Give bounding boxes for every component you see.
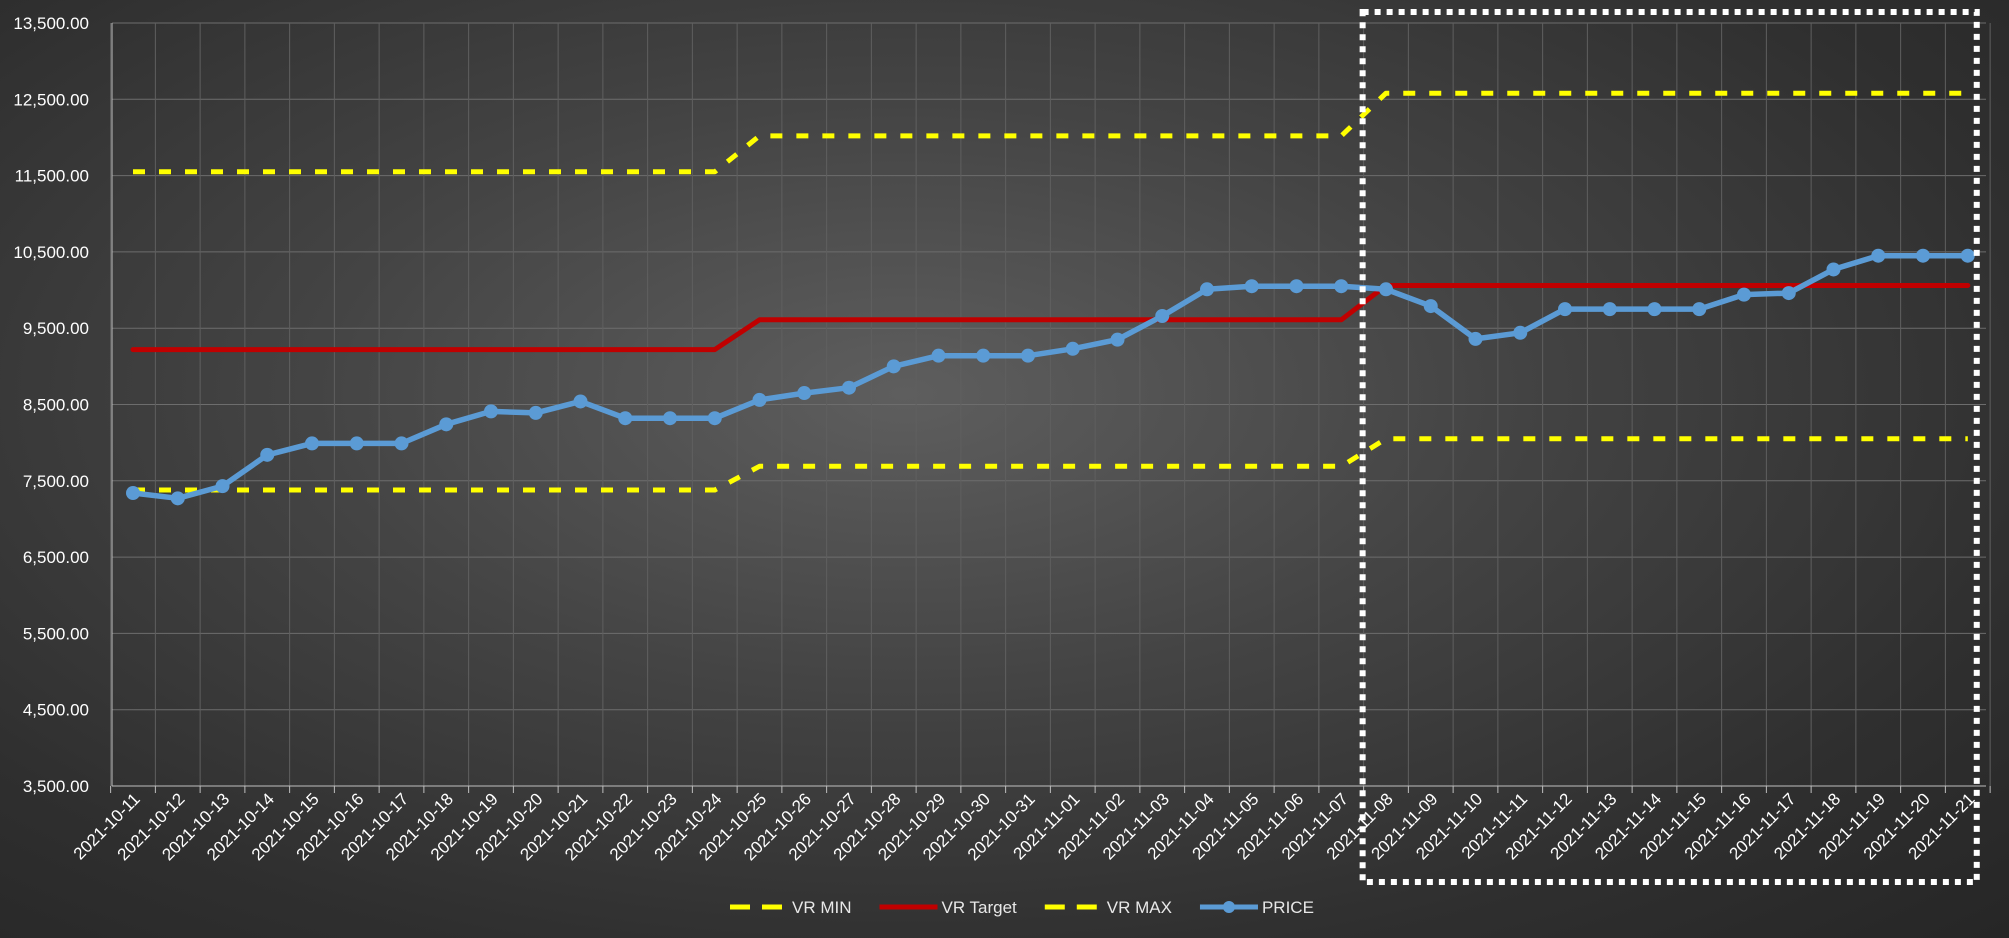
data-point-price <box>305 436 319 451</box>
legend-label-vr-min: VR MIN <box>792 898 852 917</box>
data-point-price <box>707 411 722 426</box>
data-point-price <box>126 486 140 501</box>
y-tick-label: 8,500.00 <box>23 396 89 415</box>
data-point-price <box>1960 248 1975 263</box>
highlight-box <box>1359 9 1980 885</box>
legend-marker-price <box>1222 901 1235 913</box>
series-lines <box>126 90 1975 506</box>
legend-label-vr-target: VR Target <box>942 898 1018 917</box>
data-point-price <box>1244 279 1259 294</box>
data-point-price <box>931 348 946 363</box>
y-tick-label: 5,500.00 <box>23 624 89 643</box>
data-point-price <box>663 411 677 426</box>
data-point-price <box>1468 331 1483 346</box>
highlight-box-layer <box>1359 9 1980 885</box>
data-point-price <box>1513 325 1528 340</box>
y-tick-label: 10,500.00 <box>13 243 89 262</box>
data-point-price <box>976 348 991 363</box>
y-tick-label: 7,500.00 <box>23 472 89 491</box>
data-point-price <box>1781 286 1796 301</box>
y-tick-label: 6,500.00 <box>23 548 89 567</box>
data-point-price <box>1558 302 1572 317</box>
series-line-vr-min <box>133 436 1968 493</box>
data-point-price <box>1692 302 1707 317</box>
data-point-price <box>1647 302 1662 317</box>
gridlines <box>110 22 1991 786</box>
data-point-price <box>886 359 901 374</box>
series-line-price <box>130 252 1971 502</box>
data-point-price <box>1200 282 1214 297</box>
data-point-price <box>1871 248 1886 263</box>
data-point-price <box>1916 248 1930 263</box>
data-point-price <box>1021 348 1035 363</box>
legend-label-price: PRICE <box>1262 898 1314 917</box>
y-tick-label: 4,500.00 <box>23 701 89 720</box>
y-tick-label: 11,500.00 <box>15 167 89 186</box>
data-point-price <box>618 411 633 426</box>
data-point-price <box>349 436 364 451</box>
y-tick-label: 3,500.00 <box>23 777 89 796</box>
y-tick-label: 9,500.00 <box>23 319 89 338</box>
data-point-price <box>439 417 454 432</box>
data-point-price <box>215 479 230 494</box>
y-tick-label: 12,500.00 <box>13 90 89 109</box>
data-point-price <box>1110 332 1125 347</box>
data-point-price <box>1065 341 1080 356</box>
data-point-price <box>260 447 275 462</box>
data-point-price <box>573 394 588 409</box>
legend-label-vr-max: VR MAX <box>1107 898 1172 917</box>
data-point-price <box>528 405 543 420</box>
y-tick-label: 13,500.00 <box>13 14 89 33</box>
data-point-price <box>1737 287 1751 302</box>
data-point-price <box>1602 302 1617 317</box>
legend: VR MIN VR Target VR MAX PRICE <box>730 898 1314 917</box>
data-point-price <box>1379 282 1393 297</box>
data-point-price <box>797 386 812 401</box>
data-point-price <box>484 404 498 419</box>
data-point-price <box>1289 279 1304 294</box>
data-point-price <box>1826 262 1841 277</box>
series-line-vr-target <box>130 283 1971 353</box>
data-point-price <box>842 380 856 395</box>
data-point-price <box>394 436 409 451</box>
data-point-price <box>752 392 767 407</box>
data-point-price <box>1423 299 1438 314</box>
data-point-price <box>1334 279 1349 294</box>
data-point-price <box>170 491 185 506</box>
data-point-price <box>1155 308 1170 323</box>
